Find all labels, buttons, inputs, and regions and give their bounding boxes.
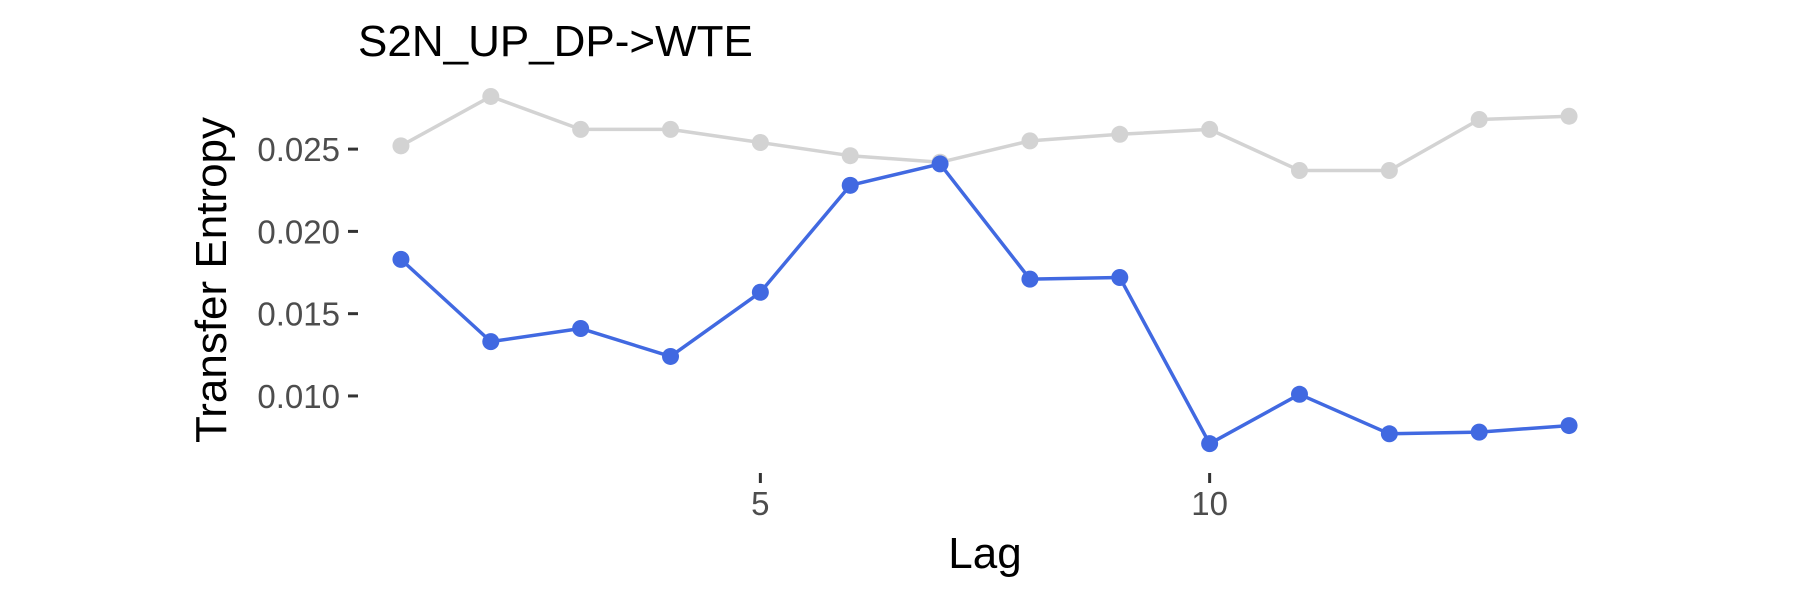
data-point: [392, 250, 410, 268]
x-tick-label: 5: [751, 485, 769, 522]
data-point: [841, 147, 859, 165]
data-point: [1201, 120, 1219, 138]
data-point: [482, 87, 500, 105]
y-tick-label: 0.015: [257, 296, 340, 333]
data-point: [1470, 110, 1488, 128]
data-point: [1560, 107, 1578, 125]
x-tick-label: 10: [1191, 485, 1228, 522]
data-point: [1021, 132, 1039, 150]
series-line: [400, 94, 1570, 173]
series-0: [392, 87, 1578, 180]
data-point: [392, 137, 410, 155]
data-point: [841, 176, 859, 194]
y-tick-label: 0.020: [257, 213, 340, 250]
data-point: [662, 347, 680, 365]
x-axis-title: Lag: [948, 529, 1021, 578]
data-point: [1111, 268, 1129, 286]
y-tick-label: 0.010: [257, 378, 340, 415]
data-point: [572, 120, 590, 138]
data-point: [751, 134, 769, 152]
data-point: [1290, 162, 1308, 180]
data-point: [572, 319, 590, 337]
data-point: [662, 120, 680, 138]
data-point: [931, 155, 949, 173]
data-point: [1111, 125, 1129, 143]
chart-title: S2N_UP_DP->WTE: [358, 17, 753, 66]
data-point: [1201, 435, 1219, 453]
series-1: [392, 155, 1578, 453]
series-line: [399, 162, 1570, 446]
plot-area: [392, 87, 1578, 453]
y-axis: 0.010 0.015 0.020 0.025: [257, 131, 358, 415]
data-point: [1560, 417, 1578, 435]
data-point: [1380, 162, 1398, 180]
data-point: [1380, 425, 1398, 443]
y-tick-label: 0.025: [257, 131, 340, 168]
data-point: [1290, 385, 1308, 403]
data-point: [482, 333, 500, 351]
data-point: [751, 283, 769, 301]
x-axis: 5 10: [751, 473, 1228, 522]
y-axis-title: Transfer Entropy: [187, 117, 236, 443]
data-point: [1021, 270, 1039, 288]
data-point: [1470, 423, 1488, 441]
